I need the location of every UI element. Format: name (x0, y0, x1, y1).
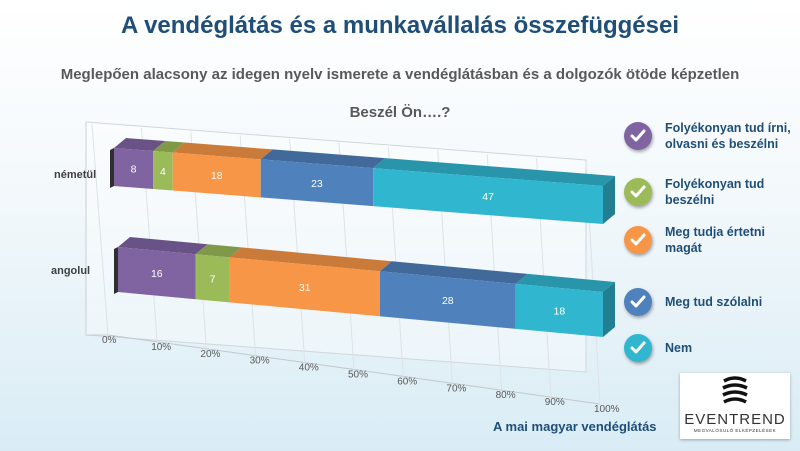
bar-segment-top (379, 261, 528, 284)
bar-segment-top (373, 158, 615, 186)
legend-label: Meg tudja értetni magát (665, 225, 766, 255)
bar-segment-top (114, 138, 166, 152)
x-tick-label: 40% (299, 363, 319, 374)
checkmark-icon (624, 288, 652, 316)
category-label: angolul (51, 265, 90, 277)
logo-tagline: MEGVALÓSULÓ ELKÉPZELÉSEK (693, 428, 777, 433)
legend-item: Folyékonyan tud beszélni (624, 176, 795, 208)
x-tick-label: 30% (250, 356, 270, 367)
bar-segment (172, 152, 261, 198)
x-tick-label: 80% (496, 390, 516, 401)
bar-end-cap (603, 282, 615, 337)
bar-segment (379, 271, 516, 329)
bar-start-cap (110, 148, 114, 188)
x-tick-label: 60% (397, 376, 417, 387)
legend-label: Nem (665, 341, 693, 355)
chart-side-wall (85, 122, 108, 336)
footer-caption: A mai magyar vendéglátás (493, 419, 657, 434)
bar-segment-top (153, 141, 185, 153)
checkmark-icon (624, 334, 652, 362)
data-label: 7 (210, 273, 216, 285)
bar-segment-top (195, 244, 242, 258)
page-subtitle: Meglepően alacsony az idegen nyelv ismer… (60, 66, 740, 83)
x-tick-label: 0% (102, 335, 117, 346)
legend-label: Folyékonyan tud beszélni (665, 177, 765, 207)
checkmark-icon (624, 122, 652, 150)
bar-segment-top (118, 237, 208, 255)
x-tick-label: 70% (446, 383, 466, 394)
bar-segment (260, 159, 374, 207)
x-tick-label: 100% (594, 404, 620, 415)
bar-segment-top (172, 142, 273, 160)
bar-segment (195, 254, 230, 303)
logo-name: EVENTREND (684, 411, 786, 428)
bar-end-cap (603, 176, 615, 224)
x-tick-label: 90% (545, 397, 565, 408)
bar-segment (515, 283, 603, 337)
bar-segment (373, 168, 603, 224)
bar-segment-top (229, 247, 392, 272)
data-label: 16 (151, 268, 163, 280)
legend-item: Nem (624, 334, 795, 362)
category-label: németül (54, 169, 96, 181)
page-title: A vendéglátás és a munkavállalás összefü… (120, 12, 680, 39)
chart-title: Beszél Ön….? (349, 104, 451, 121)
legend-item: Meg tud szólalni (624, 288, 795, 316)
legend-label: Meg tud szólalni (665, 295, 763, 309)
data-label: 4 (160, 166, 166, 178)
bar-segment-top (260, 149, 386, 169)
bar-segment (229, 257, 380, 317)
logo-mark-icon (722, 376, 748, 404)
checkmark-icon (624, 178, 652, 206)
data-label: 31 (299, 282, 311, 294)
x-tick-label: 10% (151, 342, 171, 353)
data-label: 18 (211, 170, 223, 182)
bar-segment (118, 247, 196, 300)
data-label: 23 (311, 178, 323, 190)
bar-start-cap (114, 247, 118, 294)
data-label: 8 (131, 164, 137, 176)
legend-item: Folyékonyan tud írni, olvasni és beszéln… (624, 120, 795, 152)
x-tick-label: 50% (348, 370, 368, 381)
data-label: 28 (442, 295, 454, 307)
legend-label: Folyékonyan tud írni, olvasni és beszéln… (665, 121, 791, 151)
bar-segment (114, 148, 154, 190)
gridline (91, 123, 109, 336)
bar-segment (153, 151, 173, 191)
data-label: 47 (482, 191, 494, 203)
bar-segment-top (515, 273, 615, 292)
x-tick-label: 20% (200, 349, 220, 360)
eventrend-logo: EVENTREND MEGVALÓSULÓ ELKÉPZELÉSEK (680, 373, 790, 439)
legend-item: Meg tudja értetni magát (624, 224, 795, 256)
data-label: 18 (554, 305, 566, 317)
checkmark-icon (624, 226, 652, 254)
